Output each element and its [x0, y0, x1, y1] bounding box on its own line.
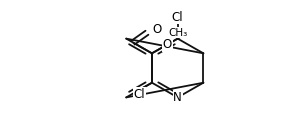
- Text: N: N: [173, 91, 182, 104]
- Text: Cl: Cl: [172, 11, 183, 24]
- Text: Cl: Cl: [133, 88, 145, 101]
- Text: O: O: [163, 38, 172, 51]
- Text: O: O: [152, 23, 161, 36]
- Text: CH₃: CH₃: [169, 28, 188, 38]
